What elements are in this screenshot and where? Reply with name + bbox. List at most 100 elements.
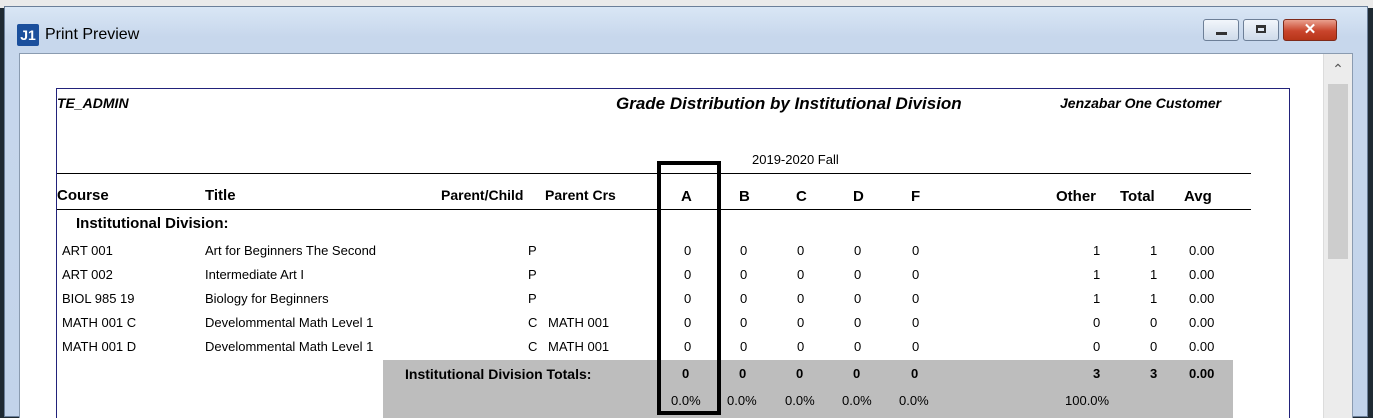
row-parent-child: P: [528, 291, 537, 306]
row-avg: 0.00: [1189, 267, 1215, 282]
totals-b: 0: [739, 366, 747, 381]
minimize-button[interactable]: [1203, 19, 1239, 41]
col-b: B: [739, 188, 750, 205]
preview-area[interactable]: ⌃: [19, 53, 1353, 418]
header-rule-bottom: [57, 209, 1251, 210]
scrollbar-thumb[interactable]: [1328, 84, 1348, 259]
row-c: 0: [797, 291, 805, 306]
row-parent-crs: MATH 001: [548, 315, 610, 330]
report-customer: Jenzabar One Customer: [1060, 95, 1222, 111]
totals-label: Institutional Division Totals:: [405, 366, 592, 382]
col-course: Course: [57, 187, 109, 204]
totals-shading: [383, 360, 1233, 418]
minimize-icon: [1216, 32, 1227, 35]
window-title: Print Preview: [45, 26, 140, 43]
percent-a: 0.0%: [671, 393, 701, 408]
title-bar[interactable]: J1 Print Preview ✕: [5, 7, 1367, 53]
report-content: TE_ADMIN Grade Distribution by Instituti…: [5, 7, 1369, 418]
col-a: A: [681, 188, 692, 205]
row-d: 0: [854, 243, 862, 258]
col-parent-child: Parent/Child: [441, 187, 524, 203]
col-other: Other: [1056, 188, 1097, 205]
row-d: 0: [854, 315, 862, 330]
row-a: 0: [684, 339, 692, 354]
col-f: F: [911, 188, 921, 205]
row-c: 0: [797, 267, 805, 282]
header-rule-top: [57, 173, 1251, 174]
totals-other: 3: [1093, 366, 1101, 381]
row-c: 0: [797, 243, 805, 258]
row-b: 0: [740, 267, 748, 282]
row-avg: 0.00: [1189, 243, 1215, 258]
percent-f: 0.0%: [899, 393, 929, 408]
print-preview-window: J1 Print Preview ✕ ⌃ TE_ADMIN Grade Dist…: [4, 6, 1369, 418]
app-icon: J1: [17, 24, 39, 46]
row-f: 0: [912, 291, 920, 306]
row-avg: 0.00: [1189, 339, 1215, 354]
report-term: 2019-2020 Fall: [752, 152, 839, 167]
row-b: 0: [740, 339, 748, 354]
row-course: ART 001: [62, 243, 113, 258]
scroll-up-icon[interactable]: ⌃: [1332, 61, 1344, 77]
col-d: D: [853, 188, 864, 205]
row-d: 0: [854, 339, 862, 354]
col-total: Total: [1120, 188, 1155, 205]
row-d: 0: [854, 291, 862, 306]
row-c: 0: [797, 339, 805, 354]
row-course: ART 002: [62, 267, 113, 282]
row-other: 1: [1093, 267, 1101, 282]
row-parent-child: P: [528, 267, 537, 282]
row-f: 0: [912, 267, 920, 282]
totals-avg: 0.00: [1189, 366, 1215, 381]
close-icon: ✕: [1303, 21, 1317, 38]
totals-d: 0: [853, 366, 861, 381]
col-avg: Avg: [1184, 188, 1212, 205]
close-button[interactable]: ✕: [1283, 19, 1337, 41]
row-a: 0: [684, 267, 692, 282]
row-title: Intermediate Art I: [205, 267, 304, 282]
col-c: C: [796, 188, 807, 205]
maximize-icon: [1256, 25, 1266, 33]
percent-d: 0.0%: [842, 393, 872, 408]
row-a: 0: [684, 243, 692, 258]
percent-c: 0.0%: [785, 393, 815, 408]
row-course: BIOL 985 19: [62, 291, 135, 306]
row-parent-child: C: [528, 339, 538, 354]
percent-b: 0.0%: [727, 393, 757, 408]
row-course: MATH 001 C: [62, 315, 137, 330]
col-title: Title: [205, 187, 236, 204]
row-total: 1: [1150, 267, 1158, 282]
row-title: Develommental Math Level 1: [205, 315, 374, 330]
row-total: 0: [1150, 339, 1158, 354]
row-avg: 0.00: [1189, 291, 1215, 306]
row-other: 0: [1093, 315, 1101, 330]
row-other: 0: [1093, 339, 1101, 354]
row-parent-child: C: [528, 315, 538, 330]
row-total: 1: [1150, 291, 1158, 306]
row-c: 0: [797, 315, 805, 330]
row-other: 1: [1093, 243, 1101, 258]
row-parent-crs: MATH 001: [548, 339, 610, 354]
row-course: MATH 001 D: [62, 339, 137, 354]
report-page: [56, 88, 1290, 418]
totals-c: 0: [796, 366, 804, 381]
row-a: 0: [684, 315, 692, 330]
row-b: 0: [740, 291, 748, 306]
row-f: 0: [912, 315, 920, 330]
col-parent-crs: Parent Crs: [545, 187, 616, 203]
row-b: 0: [740, 315, 748, 330]
row-title: Art for Beginners The Second: [205, 243, 377, 258]
maximize-button[interactable]: [1243, 19, 1279, 41]
totals-total: 3: [1150, 366, 1158, 381]
row-a: 0: [684, 291, 692, 306]
row-b: 0: [740, 243, 748, 258]
totals-f: 0: [911, 366, 919, 381]
report-title: Grade Distribution by Institutional Divi…: [616, 94, 962, 113]
background-strip: [0, 0, 1373, 8]
row-f: 0: [912, 243, 920, 258]
row-parent-child: P: [528, 243, 537, 258]
row-d: 0: [854, 267, 862, 282]
vertical-scrollbar[interactable]: ⌃: [1323, 54, 1352, 418]
percent-other: 100.0%: [1065, 393, 1110, 408]
report-user: TE_ADMIN: [57, 95, 129, 111]
